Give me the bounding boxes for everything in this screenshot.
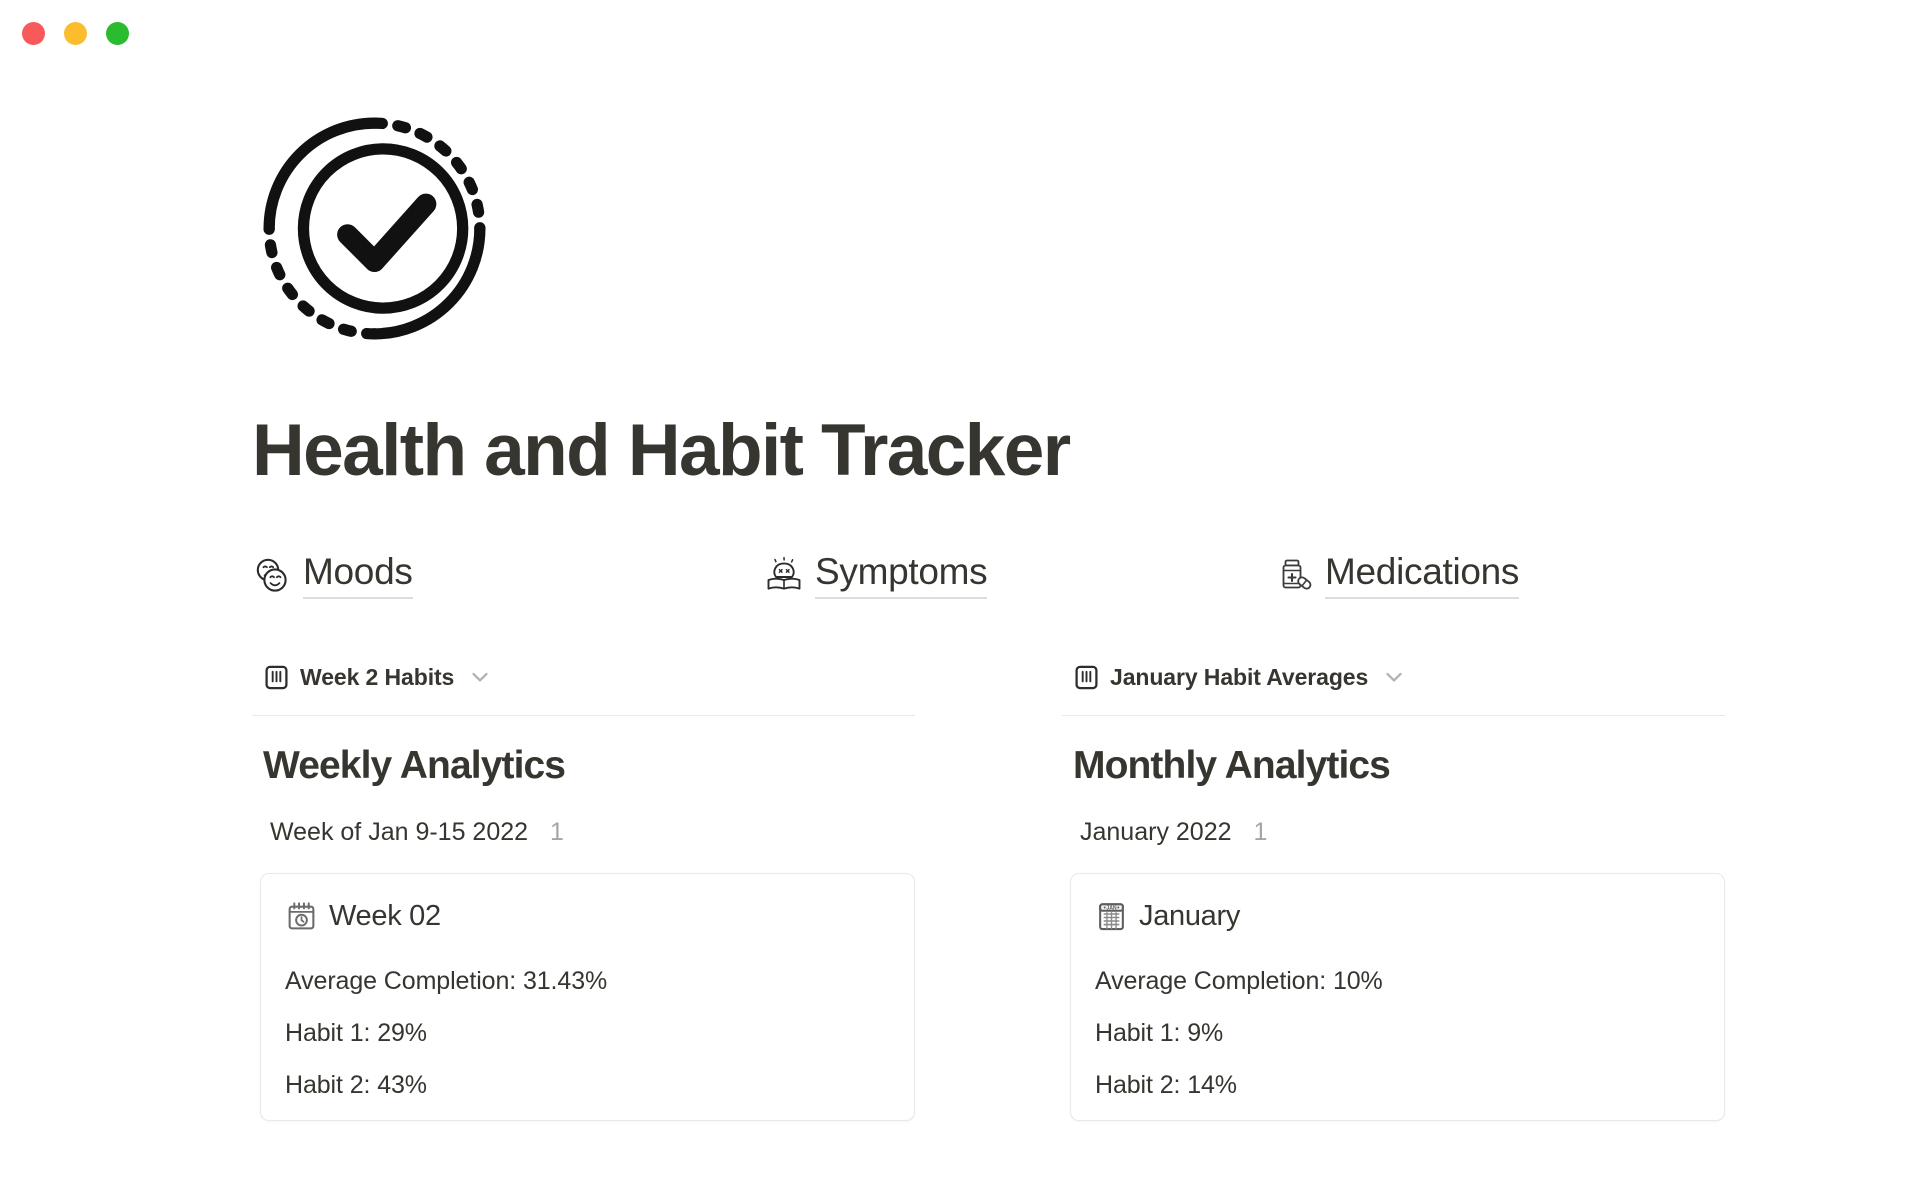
card-title-row: Week 02 — [285, 900, 890, 933]
monthly-analytics-column: January Habit Averages Monthly Analytics… — [1062, 657, 1872, 1122]
quick-link-label: Moods — [303, 553, 413, 600]
page-content: Health and Habit Tracker Moods — [252, 106, 1872, 1122]
quick-link-symptoms[interactable]: Symptoms — [764, 553, 1274, 600]
quick-link-label: Medications — [1325, 553, 1519, 600]
database-divider — [252, 715, 915, 717]
database-header-january-habit-averages[interactable]: January Habit Averages — [1073, 657, 1872, 697]
spiral-calendar-icon — [288, 902, 315, 930]
database-title: Week 2 Habits — [300, 663, 455, 690]
database-title: January Habit Averages — [1110, 663, 1369, 690]
svg-text:JAN: JAN — [1106, 906, 1117, 912]
gallery-card-january[interactable]: JAN January Average Completion: 10% Habi… — [1070, 873, 1725, 1122]
card-metric-habit-1: Habit 1: 9% — [1095, 1019, 1224, 1048]
page-title: Health and Habit Tracker — [252, 410, 1071, 491]
group-count: 1 — [1253, 818, 1268, 847]
group-header[interactable]: Week of Jan 9-15 2022 1 — [270, 818, 1062, 847]
checkmark-badge-icon — [263, 117, 486, 340]
card-title: Week 02 — [329, 900, 441, 933]
maximize-window-button[interactable] — [106, 22, 129, 45]
board-view-icon — [265, 665, 288, 689]
analytics-columns: Week 2 Habits Weekly Analytics Week of J… — [252, 657, 1872, 1122]
group-name: January 2022 — [1080, 818, 1232, 847]
card-title-row: JAN January — [1095, 900, 1700, 933]
close-window-button[interactable] — [22, 22, 45, 45]
minimize-window-button[interactable] — [64, 22, 87, 45]
quick-link-medications[interactable]: Medications — [1274, 553, 1834, 600]
card-metric-average: Average Completion: 31.43% — [285, 967, 608, 996]
quick-link-label: Symptoms — [815, 553, 988, 600]
group-name: Week of Jan 9-15 2022 — [270, 818, 529, 847]
performing-arts-masks-icon — [256, 559, 287, 592]
database-header-week-2-habits[interactable]: Week 2 Habits — [263, 657, 1062, 697]
section-title: Weekly Analytics — [263, 744, 566, 788]
card-metric-habit-1: Habit 1: 29% — [285, 1019, 427, 1048]
quick-link-moods[interactable]: Moods — [252, 553, 764, 600]
database-divider — [1062, 715, 1725, 717]
pill-bottle-icon — [1282, 559, 1312, 590]
board-view-icon — [1075, 665, 1098, 689]
group-count: 1 — [550, 818, 564, 847]
chevron-down-icon[interactable] — [467, 664, 493, 690]
card-metric-habit-2: Habit 2: 43% — [285, 1071, 427, 1100]
page-scroll-area: Health and Habit Tracker Moods — [0, 58, 1920, 1122]
chevron-down-icon[interactable] — [1381, 664, 1407, 690]
gallery-card-week-02[interactable]: Week 02 Average Completion: 31.43% Habit… — [260, 873, 915, 1122]
sneezing-head-book-icon — [767, 557, 801, 590]
weekly-analytics-column: Week 2 Habits Weekly Analytics Week of J… — [252, 657, 1062, 1122]
card-metric-habit-2: Habit 2: 14% — [1095, 1071, 1237, 1100]
card-title: January — [1139, 900, 1241, 933]
tear-off-calendar-icon: JAN — [1099, 903, 1124, 931]
traffic-light-group — [22, 22, 129, 45]
quick-links-row: Moods Symptoms — [252, 553, 1872, 600]
window-titlebar — [0, 0, 1920, 58]
section-title: Monthly Analytics — [1073, 744, 1391, 788]
card-metric-average: Average Completion: 10% — [1095, 967, 1383, 996]
group-header[interactable]: January 2022 1 — [1080, 818, 1872, 847]
